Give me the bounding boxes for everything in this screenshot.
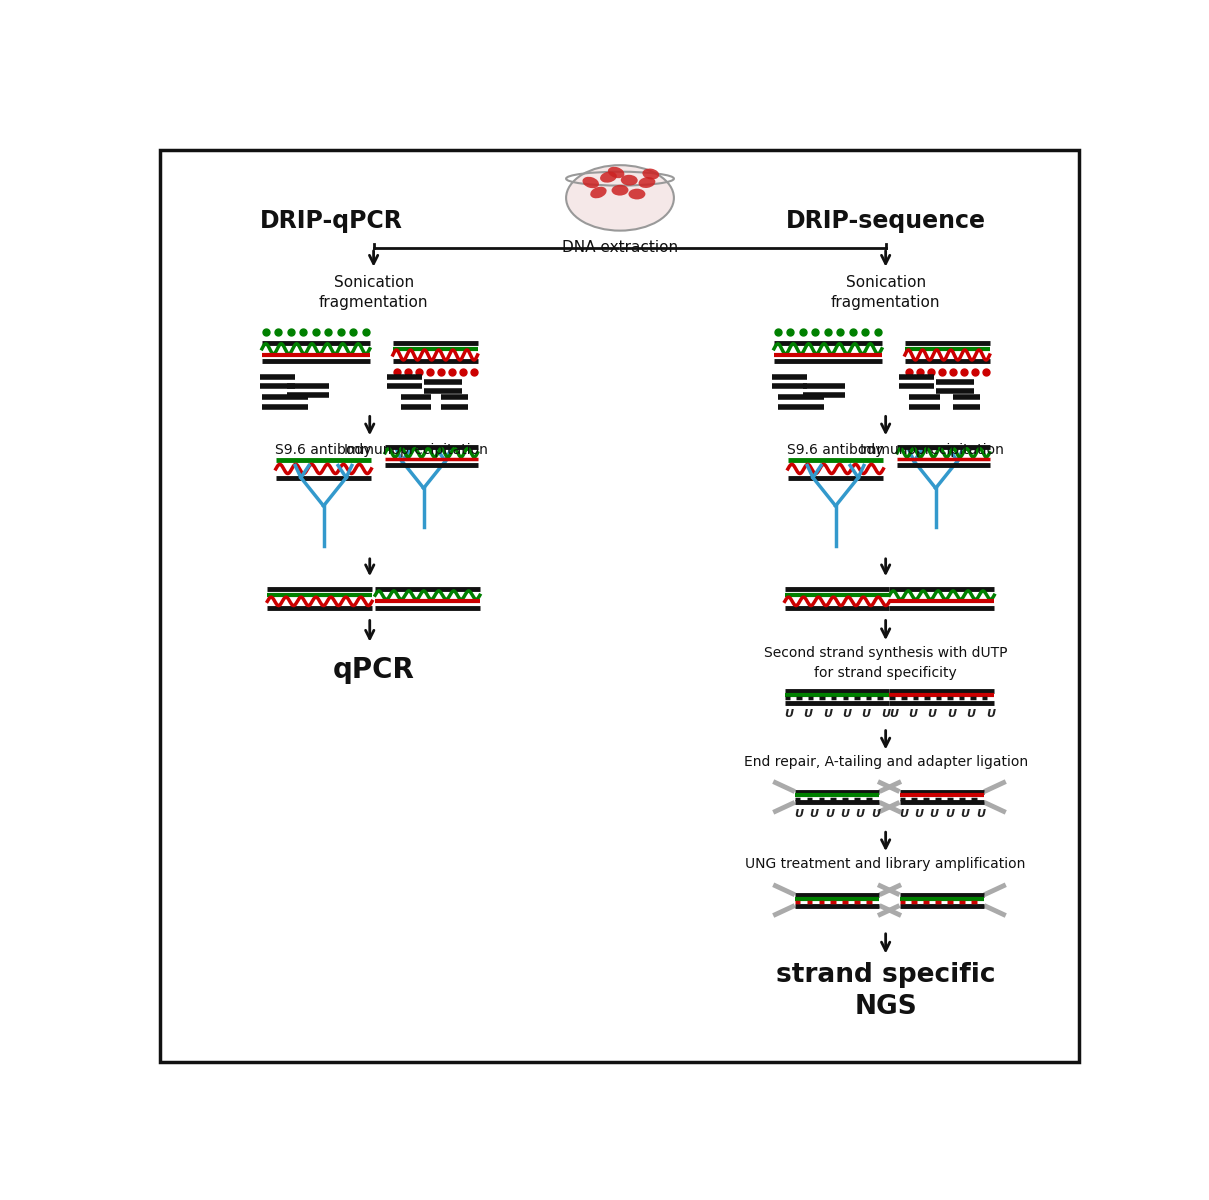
Text: DRIP-sequence: DRIP-sequence: [786, 209, 985, 233]
Text: U: U: [889, 709, 898, 719]
Text: strand specific
NGS: strand specific NGS: [776, 961, 995, 1020]
Ellipse shape: [629, 188, 646, 199]
Text: U: U: [785, 709, 793, 719]
Text: U: U: [823, 709, 832, 719]
Text: U: U: [862, 709, 870, 719]
Ellipse shape: [600, 172, 617, 182]
Text: U: U: [840, 809, 850, 818]
Ellipse shape: [612, 185, 629, 196]
Text: DRIP-qPCR: DRIP-qPCR: [260, 209, 403, 233]
Text: DNA extraction: DNA extraction: [562, 240, 678, 256]
Text: Immunoprecipitation: Immunoprecipitation: [860, 443, 1005, 457]
Ellipse shape: [638, 178, 655, 188]
Text: UNG treatment and library amplification: UNG treatment and library amplification: [746, 857, 1025, 871]
Text: U: U: [908, 709, 918, 719]
Text: Sonication
fragmentation: Sonication fragmentation: [319, 275, 428, 310]
Text: qPCR: qPCR: [332, 656, 415, 684]
Text: End repair, A-tailing and adapter ligation: End repair, A-tailing and adapter ligati…: [744, 755, 1028, 769]
Ellipse shape: [566, 166, 673, 230]
Text: S9.6 antibody: S9.6 antibody: [787, 443, 884, 457]
Text: U: U: [898, 809, 908, 818]
Ellipse shape: [608, 167, 624, 179]
Text: U: U: [856, 809, 864, 818]
Text: U: U: [825, 809, 834, 818]
Text: S9.6 antibody: S9.6 antibody: [276, 443, 372, 457]
Text: U: U: [804, 709, 812, 719]
Text: U: U: [985, 709, 995, 719]
Ellipse shape: [583, 176, 598, 188]
FancyBboxPatch shape: [161, 150, 1078, 1062]
Text: U: U: [930, 809, 938, 818]
Text: U: U: [872, 809, 880, 818]
Text: U: U: [947, 709, 956, 719]
Text: U: U: [976, 809, 985, 818]
Text: Immunoprecipitation: Immunoprecipitation: [343, 443, 488, 457]
Text: U: U: [843, 709, 851, 719]
Text: U: U: [966, 709, 976, 719]
Text: U: U: [927, 709, 937, 719]
Text: Second strand synthesis with dUTP
for strand specificity: Second strand synthesis with dUTP for st…: [764, 646, 1007, 679]
Text: U: U: [810, 809, 818, 818]
Text: U: U: [794, 809, 803, 818]
Ellipse shape: [620, 175, 637, 186]
Text: Sonication
fragmentation: Sonication fragmentation: [831, 275, 941, 310]
Text: U: U: [960, 809, 970, 818]
Text: U: U: [945, 809, 954, 818]
Ellipse shape: [642, 168, 659, 180]
Text: U: U: [881, 709, 890, 719]
Ellipse shape: [590, 187, 607, 198]
Text: U: U: [914, 809, 924, 818]
